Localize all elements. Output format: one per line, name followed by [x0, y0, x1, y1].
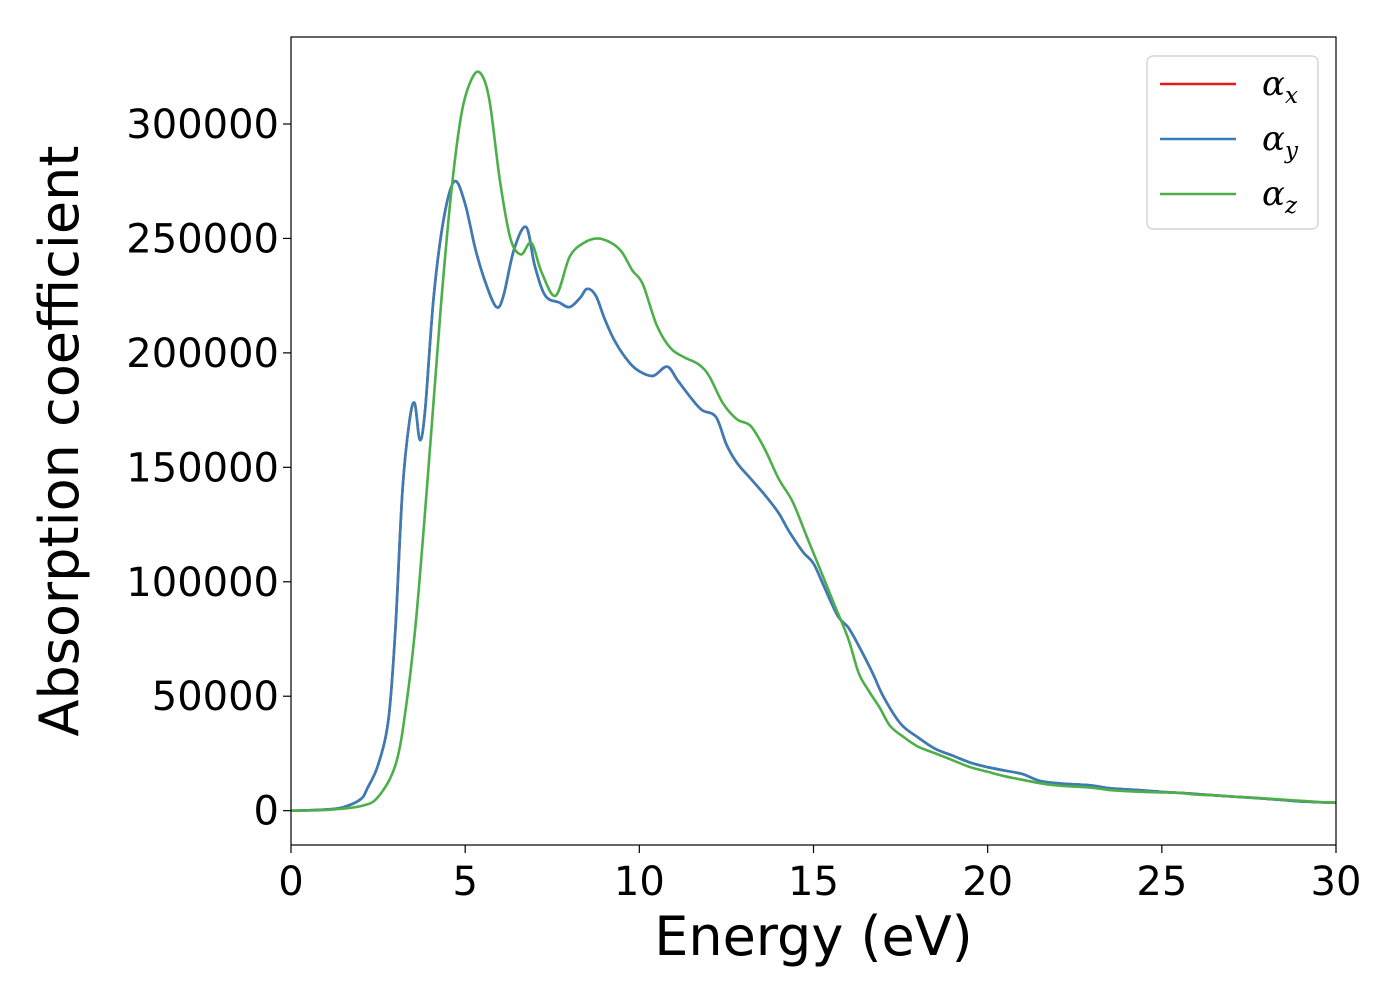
y-axis-ticks: 0 50000 100000 150000 200000 250000 300000	[126, 102, 291, 835]
x-tick-label: 30	[1311, 859, 1362, 905]
y-tick-label: 100000	[126, 560, 279, 606]
y-tick-label: 0	[254, 789, 279, 835]
x-tick-label: 10	[614, 859, 665, 905]
x-tick-label: 25	[1136, 859, 1187, 905]
y-tick-label: 200000	[126, 331, 279, 377]
y-tick-label: 50000	[152, 674, 279, 720]
x-tick-label: 0	[278, 859, 303, 905]
x-axis-title: Energy (eV)	[654, 905, 973, 968]
x-tick-label: 15	[788, 859, 839, 905]
legend-entry-alpha-y: αy	[1262, 119, 1299, 164]
legend-entry-alpha-z: αz	[1262, 174, 1298, 219]
x-axis-ticks: 0 5 10 15 20 25 30	[278, 845, 1361, 905]
y-tick-label: 150000	[126, 445, 279, 491]
series-line-alpha-x	[291, 179, 1336, 812]
series-line-alpha-z	[291, 70, 1336, 812]
legend-box	[1146, 55, 1319, 230]
x-tick-label: 5	[452, 859, 477, 905]
legend: αx αy αz	[1146, 55, 1319, 230]
series-layer	[291, 70, 1336, 812]
series-line-alpha-y	[291, 179, 1336, 812]
y-tick-label: 250000	[126, 216, 279, 262]
legend-entry-alpha-x: αx	[1262, 64, 1298, 109]
y-tick-label: 300000	[126, 102, 279, 148]
y-axis-title: Absorption coefficient	[28, 146, 91, 737]
x-tick-label: 20	[962, 859, 1013, 905]
